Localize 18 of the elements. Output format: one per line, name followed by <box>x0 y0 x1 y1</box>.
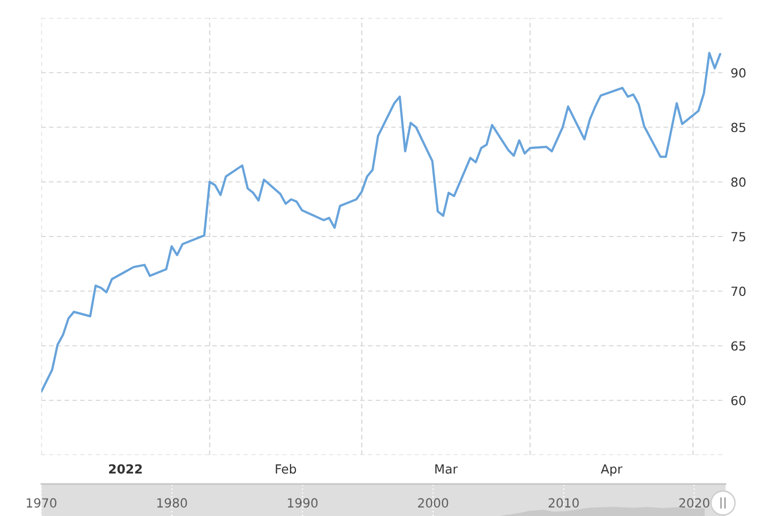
y-tick-label: 90 <box>731 68 746 78</box>
y-tick-label: 80 <box>731 177 746 187</box>
y-tick-label: 60 <box>731 396 746 406</box>
line-series <box>41 52 722 393</box>
x-tick-label: 2010 <box>548 498 579 508</box>
y-tick-label: 85 <box>731 122 746 132</box>
x-tick-label: 2022 <box>109 464 142 474</box>
y-tick-label: 70 <box>731 286 746 296</box>
y-tick-label: 65 <box>731 341 746 351</box>
x-tick-label: 1980 <box>157 498 187 508</box>
x-tick-label: 1970 <box>26 498 56 508</box>
x-tick-label: 2020 <box>679 498 710 508</box>
x-tick-label: 1990 <box>288 498 318 508</box>
y-tick-label: 75 <box>731 232 746 242</box>
x-tick-label: Mar <box>435 464 458 474</box>
x-tick-label: Apr <box>600 464 622 476</box>
x-tick-label: Feb <box>276 464 296 474</box>
x-tick-label: 2000 <box>418 498 448 508</box>
